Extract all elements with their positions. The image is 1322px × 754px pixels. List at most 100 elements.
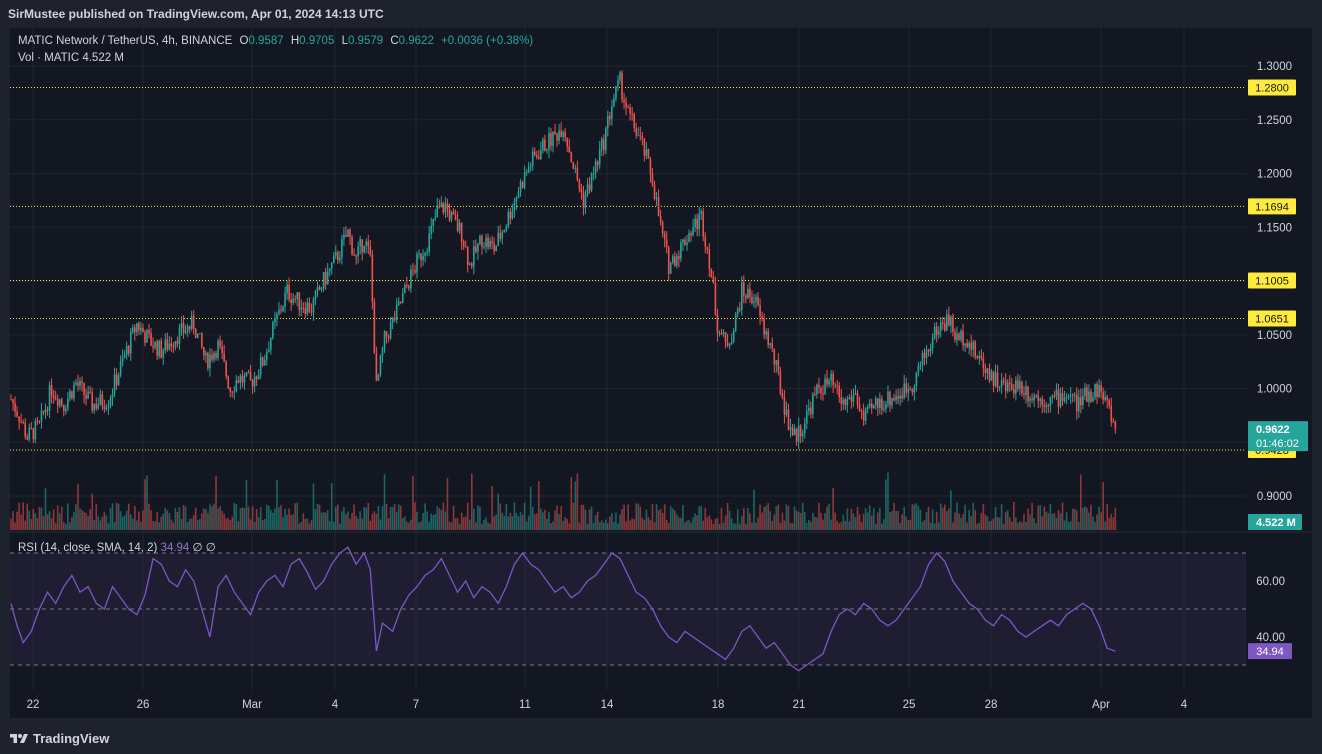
- candle-body: [637, 135, 640, 137]
- volume-bar: [355, 515, 357, 530]
- candle-body: [436, 205, 439, 217]
- candle-body: [308, 302, 311, 312]
- candle-body: [978, 356, 981, 359]
- candle-body: [36, 420, 39, 422]
- volume-bar: [491, 486, 493, 530]
- volume-bar: [119, 511, 122, 530]
- candle-body: [574, 167, 577, 169]
- volume-bar: [724, 515, 727, 530]
- candle-body: [284, 293, 286, 307]
- volume-bar: [558, 514, 560, 530]
- candle-body: [832, 373, 834, 386]
- candle-body: [925, 349, 928, 359]
- volume-bar: [850, 508, 853, 530]
- volume-bar: [422, 513, 424, 530]
- candle-body: [1059, 393, 1062, 407]
- volume-bar: [468, 519, 471, 530]
- candle-body: [812, 394, 814, 415]
- symbol-label[interactable]: MATIC Network / TetherUS, 4h, BINANCE: [18, 35, 233, 47]
- candle-body: [698, 214, 700, 230]
- candle-body: [46, 409, 49, 411]
- volume-bar: [714, 519, 717, 530]
- tradingview-brand[interactable]: TradingView: [10, 731, 109, 746]
- volume-bar: [107, 523, 110, 530]
- volume-bar: [125, 510, 128, 530]
- candle-body: [893, 398, 895, 401]
- volume-bar: [73, 512, 75, 530]
- volume-bar: [148, 503, 150, 530]
- volume-bar: [1112, 517, 1115, 530]
- volume-bar: [418, 522, 420, 530]
- candle-body: [862, 411, 865, 421]
- volume-bar: [399, 505, 402, 530]
- candle-body: [763, 318, 765, 335]
- candle-body: [1077, 396, 1080, 412]
- candle-body: [1057, 389, 1060, 407]
- candle-body: [351, 236, 353, 255]
- candle-body: [872, 404, 875, 408]
- volume-bar: [939, 503, 942, 530]
- candle-body: [154, 341, 156, 348]
- volume-label[interactable]: Vol · MATIC: [18, 52, 80, 64]
- candle-body: [680, 242, 682, 259]
- volume-bar: [891, 511, 893, 530]
- rsi-pane: [10, 546, 1246, 672]
- volume-bar: [950, 490, 952, 530]
- candle-body: [600, 138, 603, 150]
- candle-body: [540, 150, 542, 159]
- volume-bar: [846, 508, 849, 530]
- candle-body: [558, 130, 560, 141]
- volume-bar: [162, 513, 165, 530]
- price-axis: 1.30001.25001.20001.15001.10001.05001.00…: [1256, 61, 1292, 644]
- volume-bar: [387, 518, 390, 530]
- volume-bar: [560, 506, 562, 530]
- candle-body: [952, 316, 954, 332]
- candle-body: [625, 102, 627, 108]
- candle-body: [1063, 398, 1066, 401]
- candle-body: [255, 376, 258, 379]
- volume-bar: [1039, 505, 1042, 530]
- candle-body: [182, 323, 185, 333]
- volume-bar: [117, 503, 120, 530]
- volume-bar: [836, 520, 839, 530]
- candle-body: [428, 233, 430, 252]
- candle-body: [1043, 405, 1046, 408]
- candle-body: [525, 172, 528, 174]
- volume-bar: [152, 520, 154, 530]
- candle-body: [771, 343, 774, 349]
- volume-bar: [799, 512, 802, 530]
- volume-bar: [625, 521, 627, 530]
- candle-body: [749, 288, 751, 297]
- volume-bar: [535, 513, 538, 530]
- chart-panel[interactable]: [10, 28, 1312, 718]
- candle-body: [160, 340, 163, 358]
- volume-bar: [270, 509, 272, 530]
- candle-body: [391, 317, 394, 323]
- candle-body: [194, 329, 197, 339]
- candle-body: [1019, 381, 1021, 389]
- candle-body: [341, 239, 343, 258]
- grid-lines: [10, 28, 1312, 690]
- volume-bar: [442, 502, 445, 530]
- volume-bar: [1057, 510, 1060, 530]
- volume-bar: [586, 523, 589, 530]
- candle-body: [369, 246, 372, 255]
- candle-body: [1021, 381, 1023, 394]
- candle-body: [81, 381, 83, 384]
- volume-bar: [326, 510, 329, 530]
- candle-body: [50, 385, 53, 396]
- candle-body: [714, 283, 717, 315]
- price-tick-label: 1.0000: [1257, 384, 1292, 396]
- candle-body: [330, 262, 333, 269]
- candle-body: [471, 263, 473, 267]
- volume-bar: [682, 504, 684, 530]
- volume-bar: [12, 511, 14, 530]
- volume-bar: [247, 506, 250, 530]
- rsi-label[interactable]: RSI (14, close, SMA, 14, 2): [18, 542, 158, 554]
- candle-body: [564, 132, 566, 138]
- time-tick-label: Mar: [242, 699, 262, 711]
- volume-bar: [170, 519, 173, 530]
- candle-body: [444, 203, 447, 213]
- candle-body: [487, 237, 489, 248]
